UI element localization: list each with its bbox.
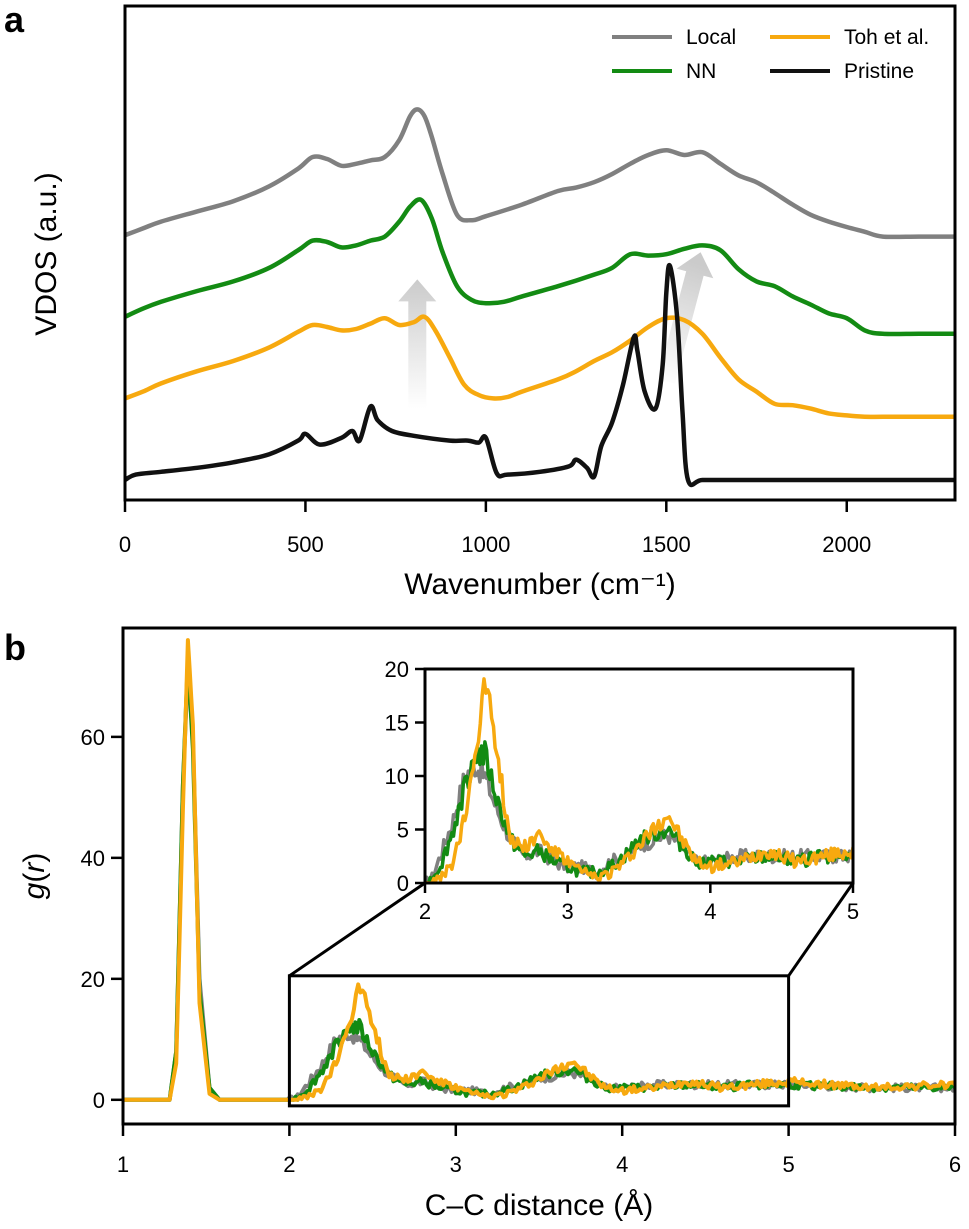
rdf-y-label-g: g [18,882,51,899]
panel-letter-a: a [4,0,25,40]
rdf-x-tick-label-4: 4 [616,1152,628,1177]
inset-y-tick-label-5: 5 [397,818,409,843]
rdf-y-tick-label-20: 20 [81,967,105,992]
rdf-inset-series-group [425,677,853,883]
rdf-y-tick-label-40: 40 [81,846,105,871]
vdos-line-pristine [125,262,955,488]
rdf-x-tick-label-3: 3 [450,1152,462,1177]
vdos-x-tick-label-2000: 2000 [822,532,871,557]
rdf-plot-frame [121,626,957,1126]
inset-x-tick-label-4: 4 [704,899,716,924]
vdos-y-axis-label: VDOS (a.u.) [30,172,63,335]
vdos-plot-frame [123,4,957,502]
vdos-line-nn [125,197,955,337]
rdf-line-toh-et-al [123,638,955,1102]
rdf-y-label-r: r [18,862,51,873]
vdos-series-group [125,107,955,488]
rdf-series-group [123,638,955,1102]
legend-label-local: Local [686,26,736,49]
inset-y-tick-label-10: 10 [385,764,409,789]
vdos-x-tick-label-0: 0 [119,532,131,557]
vdos-line-local [125,107,955,240]
rdf-inset-line-toh-et-al [425,677,853,883]
vdos-x-tick-label-1000: 1000 [461,532,510,557]
rdf-y-tick-label-60: 60 [81,725,105,750]
rdf-x-tick-label-1: 1 [117,1152,129,1177]
zoom-connector-left [288,881,426,978]
inset-y-tick-label-15: 15 [385,711,409,736]
zoom-connector-right [787,882,855,977]
rdf-y-label-open: ( [18,873,51,883]
rdf-inset-line-nn [425,740,853,883]
vdos-panel: 0 500 1000 1500 2000 Wavenumber (cm⁻¹) VDOS … [30,4,957,601]
inset-y-tick-label-20: 20 [385,657,409,682]
rdf-y-tick-label-0: 0 [93,1088,105,1113]
inset-y-tick-label-0: 0 [397,871,409,896]
vdos-x-tick-label-1500: 1500 [642,532,691,557]
rdf-y-label-close: ) [18,853,51,863]
legend-label-nn: NN [686,60,716,83]
rdf-x-tick-label-2: 2 [283,1152,295,1177]
panel-letter-b: b [4,627,26,668]
shift-arrows [398,252,714,409]
vdos-legend: Local Toh et al. NN Pristine [612,26,929,83]
rdf-y-axis-label: g(r) [18,853,51,900]
vdos-line-toh-et-al [125,314,955,420]
vdos-x-tick-label-500: 500 [287,532,324,557]
rdf-x-tick-label-5: 5 [782,1152,794,1177]
vdos-x-axis-label: Wavenumber (cm⁻¹) [404,568,675,601]
legend-label-toh: Toh et al. [844,26,929,49]
legend-label-pristine: Pristine [844,60,914,83]
shift-arrow-1 [398,279,437,409]
inset-x-tick-label-3: 3 [562,899,574,924]
rdf-zoom-box [287,974,791,1108]
inset-x-tick-label-5: 5 [847,899,859,924]
shift-arrow-2 [657,252,714,384]
inset-x-tick-label-2: 2 [419,899,431,924]
rdf-x-tick-label-6: 6 [949,1152,961,1177]
rdf-inset-ticks: 2 3 4 5 0 5 10 15 20 [385,657,860,924]
rdf-x-axis-label: C–C distance (Å) [425,1189,653,1222]
vdos-x-ticks: 0 500 1000 1500 2000 [119,500,871,557]
